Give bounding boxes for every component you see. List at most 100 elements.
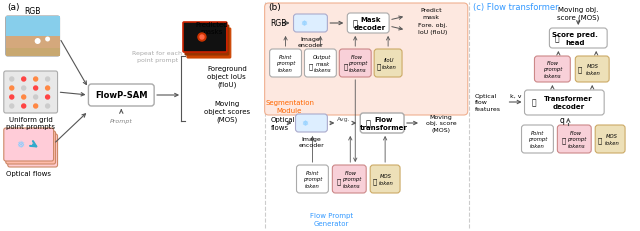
Text: Flow
transformer: Flow transformer (360, 117, 408, 130)
Text: Score pred.
head: Score pred. head (552, 32, 598, 46)
Circle shape (22, 105, 26, 109)
Text: RGB: RGB (24, 7, 41, 16)
Text: Flow
prompt
tokens: Flow prompt tokens (342, 170, 361, 188)
Text: 🔥: 🔥 (598, 137, 602, 144)
Text: Flow
prompt
tokens: Flow prompt tokens (566, 131, 586, 148)
Text: Moving obj.
score (MOS): Moving obj. score (MOS) (557, 7, 600, 21)
Circle shape (198, 34, 206, 42)
Text: ❅: ❅ (17, 139, 25, 149)
FancyBboxPatch shape (269, 50, 301, 78)
FancyBboxPatch shape (525, 91, 604, 116)
Text: Flow
prompt
tokens: Flow prompt tokens (348, 55, 367, 72)
FancyBboxPatch shape (6, 17, 60, 57)
Text: Optical flows: Optical flows (6, 170, 51, 176)
Text: Mask
decoder: Mask decoder (354, 17, 387, 31)
Text: 🔥: 🔥 (308, 64, 312, 70)
Circle shape (10, 105, 13, 109)
Circle shape (22, 87, 26, 91)
Circle shape (35, 39, 40, 45)
Text: 🔥: 🔥 (365, 119, 371, 128)
Bar (6, 17, 60, 37)
Text: (c) Flow transformer: (c) Flow transformer (473, 3, 558, 12)
FancyBboxPatch shape (575, 57, 609, 83)
Text: Uniform grid
point prompts: Uniform grid point prompts (6, 116, 55, 130)
Text: 🔥: 🔥 (343, 64, 348, 70)
Circle shape (45, 37, 50, 42)
FancyBboxPatch shape (4, 128, 54, 161)
Circle shape (45, 96, 49, 100)
FancyBboxPatch shape (88, 85, 154, 106)
Bar (6, 37, 60, 49)
Text: Optical
flows: Optical flows (271, 117, 295, 130)
Text: Point
prompt
token: Point prompt token (528, 131, 547, 148)
Text: Optical
flow
features: Optical flow features (475, 94, 500, 111)
Text: (a): (a) (7, 3, 19, 12)
Circle shape (34, 96, 38, 100)
FancyBboxPatch shape (360, 113, 404, 134)
Text: Point
prompt
token: Point prompt token (303, 170, 322, 188)
Circle shape (22, 96, 26, 100)
Text: 🔥: 🔥 (336, 178, 340, 185)
FancyBboxPatch shape (4, 72, 58, 113)
Text: Fore. obj.
IoU (fIoU): Fore. obj. IoU (fIoU) (418, 23, 447, 34)
Text: Segmentation
Module: Segmentation Module (265, 100, 314, 113)
Circle shape (10, 78, 13, 82)
Text: k, v: k, v (510, 94, 522, 99)
Text: q: q (560, 116, 564, 125)
FancyBboxPatch shape (183, 23, 227, 53)
Text: 🔥: 🔥 (578, 66, 582, 73)
Text: Moving
object scores
(MOS): Moving object scores (MOS) (204, 101, 250, 122)
Circle shape (34, 87, 38, 91)
Circle shape (10, 96, 13, 100)
FancyBboxPatch shape (595, 125, 625, 153)
Text: ❅: ❅ (300, 19, 307, 28)
FancyBboxPatch shape (294, 15, 328, 33)
Text: fIoU
token: fIoU token (381, 58, 397, 69)
Text: Transformer
decoder: Transformer decoder (544, 96, 593, 109)
Circle shape (34, 78, 38, 82)
Circle shape (45, 87, 49, 91)
Text: Flow
prompt
tokens: Flow prompt tokens (543, 61, 562, 78)
Text: MOS
token: MOS token (586, 64, 601, 75)
Text: Foreground
object IoUs
(fIoU): Foreground object IoUs (fIoU) (207, 66, 246, 87)
FancyBboxPatch shape (265, 4, 468, 116)
FancyBboxPatch shape (557, 125, 591, 153)
FancyBboxPatch shape (339, 50, 371, 78)
FancyBboxPatch shape (185, 26, 229, 56)
Text: 🔥: 🔥 (561, 137, 566, 144)
FancyBboxPatch shape (305, 50, 337, 78)
Circle shape (34, 105, 38, 109)
FancyBboxPatch shape (374, 50, 402, 78)
FancyBboxPatch shape (6, 131, 56, 164)
Text: RGB: RGB (271, 19, 287, 28)
Text: 🔥: 🔥 (377, 64, 381, 70)
FancyBboxPatch shape (348, 14, 389, 34)
Text: FlowP-SAM: FlowP-SAM (95, 91, 148, 100)
Bar (6, 37, 60, 57)
Text: Avg.: Avg. (337, 117, 350, 122)
Text: Moving
obj. score
(MOS): Moving obj. score (MOS) (426, 115, 456, 132)
Text: ❅: ❅ (301, 119, 308, 128)
FancyBboxPatch shape (522, 125, 554, 153)
Text: 🔥: 🔥 (373, 178, 378, 185)
Circle shape (45, 105, 49, 109)
FancyBboxPatch shape (370, 165, 400, 193)
FancyBboxPatch shape (296, 165, 328, 193)
Text: Point
prompt
token: Point prompt token (276, 55, 295, 72)
FancyBboxPatch shape (187, 29, 231, 59)
Text: 🔥: 🔥 (555, 34, 559, 43)
FancyBboxPatch shape (332, 165, 366, 193)
Text: (b): (b) (269, 3, 282, 12)
Text: 🔥: 🔥 (353, 19, 358, 28)
Text: Prompt: Prompt (110, 119, 132, 123)
Text: Repeat for each
point prompt: Repeat for each point prompt (132, 51, 182, 62)
Text: Image
encoder: Image encoder (298, 37, 323, 48)
Circle shape (22, 78, 26, 82)
FancyBboxPatch shape (8, 134, 58, 167)
Text: MOS
token: MOS token (379, 174, 394, 185)
Text: 🔥: 🔥 (531, 98, 536, 107)
Circle shape (45, 78, 49, 82)
Text: Image
encoder: Image encoder (299, 137, 324, 148)
FancyBboxPatch shape (549, 29, 607, 49)
Circle shape (10, 87, 13, 91)
